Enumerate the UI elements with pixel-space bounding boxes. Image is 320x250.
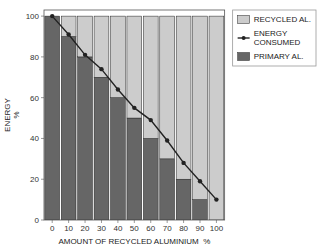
- marker: [165, 138, 169, 142]
- y-axis-label: ENERGY%: [3, 97, 21, 131]
- marker: [99, 67, 103, 71]
- legend-marker: [242, 36, 246, 40]
- legend: RECYCLED AL. ENERGYCONSUMED PRIMARY AL.: [233, 10, 316, 66]
- x-tick-label: 100: [210, 224, 224, 233]
- bar: [45, 16, 60, 220]
- bar: [143, 138, 158, 220]
- plot-data: [45, 14, 224, 220]
- bar: [61, 37, 76, 220]
- marker: [198, 179, 202, 183]
- bar: [143, 16, 158, 138]
- bar: [111, 16, 126, 98]
- bar: [193, 16, 208, 199]
- marker: [214, 197, 218, 201]
- bar: [193, 200, 208, 220]
- x-tick: [150, 220, 151, 223]
- marker: [149, 118, 153, 122]
- marker: [132, 106, 136, 110]
- x-tick: [117, 220, 118, 223]
- legend-box: [233, 10, 316, 66]
- bar: [94, 77, 109, 220]
- x-tick-label: 30: [97, 224, 106, 233]
- legend-swatch: [238, 16, 250, 24]
- bar: [111, 98, 126, 220]
- x-tick: [183, 220, 184, 223]
- legend-label: RECYCLED AL.: [254, 15, 311, 24]
- marker: [181, 161, 185, 165]
- x-tick-label: 60: [146, 224, 155, 233]
- y-tick: [41, 97, 44, 98]
- y-tick-label: 60: [30, 94, 39, 103]
- bar: [209, 16, 224, 220]
- legend-label: ENERGYCONSUMED: [254, 29, 301, 47]
- y-tick-label: 100: [26, 12, 40, 21]
- bar: [78, 57, 93, 220]
- y-tick: [41, 138, 44, 139]
- bar: [160, 159, 175, 220]
- y-tick-label: 20: [30, 175, 39, 184]
- x-tick-label: 80: [179, 224, 188, 233]
- x-tick: [68, 220, 69, 223]
- y-tick-label: 80: [30, 53, 39, 62]
- x-tick-label: 70: [163, 224, 172, 233]
- x-tick: [101, 220, 102, 223]
- x-tick: [85, 220, 86, 223]
- line: [52, 16, 216, 199]
- bar: [176, 179, 191, 220]
- bar: [78, 16, 93, 57]
- x-tick-label: 10: [64, 224, 73, 233]
- marker: [66, 32, 70, 36]
- y-tick-label: 0: [35, 216, 40, 225]
- chart: RECYCLED AL. ENERGYCONSUMED PRIMARY AL. 0 10…: [0, 0, 320, 250]
- bar: [94, 16, 109, 77]
- y-tick-label: 40: [30, 134, 39, 143]
- x-tick: [52, 220, 53, 223]
- x-tick-label: 20: [81, 224, 90, 233]
- y-tick: [41, 56, 44, 57]
- y-tick: [41, 16, 44, 17]
- legend-label: PRIMARY AL.: [254, 52, 304, 61]
- marker: [50, 14, 54, 18]
- x-axis-label: AMOUNT OF RECYCLED ALUMINIUM %: [58, 237, 210, 246]
- x-tick: [167, 220, 168, 223]
- plot-frame: [44, 10, 225, 220]
- x-tick-label: 50: [130, 224, 139, 233]
- x-tick: [216, 220, 217, 223]
- bar: [61, 16, 76, 36]
- bar: [127, 118, 142, 220]
- x-tick: [200, 220, 201, 223]
- y-tick: [41, 220, 44, 221]
- x-tick: [134, 220, 135, 223]
- x-tick-label: 90: [196, 224, 205, 233]
- marker: [83, 53, 87, 57]
- x-tick-label: 0: [50, 224, 55, 233]
- x-tick-label: 40: [113, 224, 122, 233]
- y-tick: [41, 179, 44, 180]
- axes: 0 10 20 30 40 50 60 70 80 90 100 0 20 40 60 80 100: [26, 12, 224, 233]
- marker: [116, 87, 120, 91]
- bar: [160, 16, 175, 159]
- legend-swatch: [238, 53, 250, 61]
